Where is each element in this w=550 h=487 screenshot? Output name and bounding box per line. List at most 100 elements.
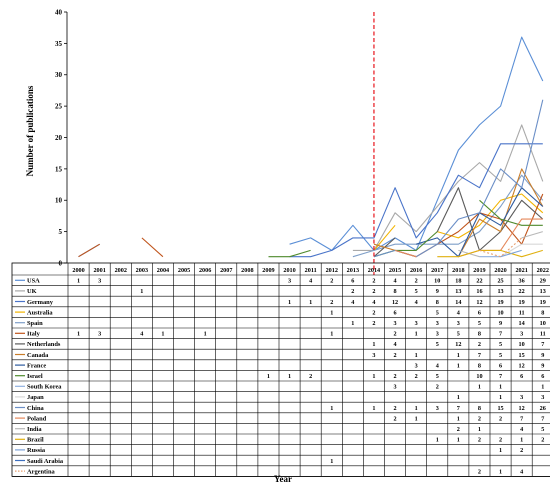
data-label: 2	[394, 373, 397, 380]
y-tick-label: 35	[55, 40, 63, 48]
data-label: 4	[415, 299, 418, 306]
legend-entry: Australia	[27, 309, 53, 316]
legend-entry: Netherlands	[27, 341, 61, 348]
legend-entry: Saudi Arabia	[27, 458, 64, 465]
x-tick-label: 2005	[178, 267, 190, 274]
data-label: 12	[476, 299, 482, 306]
y-tick-label: 20	[55, 134, 63, 142]
data-label: 5	[478, 320, 481, 327]
data-label: 2	[330, 299, 333, 306]
data-label: 13	[497, 288, 503, 295]
data-label: 2	[394, 415, 397, 422]
data-label: 5	[436, 341, 439, 348]
data-label: 1	[415, 405, 418, 412]
data-label: 13	[455, 288, 461, 295]
data-label: 4	[372, 299, 375, 306]
data-label: 22	[476, 278, 482, 285]
data-label: 3	[98, 331, 101, 338]
data-label: 2	[499, 437, 502, 444]
data-label: 7	[457, 405, 460, 412]
data-label: 16	[476, 288, 482, 295]
data-label: 11	[519, 309, 525, 316]
data-label: 1	[478, 384, 481, 391]
legend-entry: Brazil	[27, 437, 44, 444]
data-label: 1	[204, 331, 207, 338]
data-label: 1	[499, 394, 502, 401]
data-label: 9	[541, 362, 544, 369]
data-label: 3	[457, 320, 460, 327]
x-tick-label: 2014	[368, 267, 380, 274]
legend-entry: Italy	[27, 331, 41, 338]
data-label: 3	[520, 331, 523, 338]
series-line	[289, 143, 543, 258]
data-label: 8	[478, 362, 481, 369]
data-label: 2	[330, 278, 333, 285]
y-tick-label: 30	[55, 71, 63, 79]
data-label: 7	[541, 341, 544, 348]
legend-entry: South Korea	[27, 384, 62, 391]
data-label: 6	[351, 278, 354, 285]
data-label: 2	[541, 437, 544, 444]
data-label: 1	[499, 384, 502, 391]
data-label: 25	[497, 278, 503, 285]
data-label: 2	[436, 384, 439, 391]
data-label: 6	[478, 309, 481, 316]
data-label: 36	[519, 278, 525, 285]
series-line	[78, 243, 100, 258]
data-label: 4	[140, 331, 143, 338]
legend-entry: USA	[27, 278, 40, 285]
data-label: 2	[309, 373, 312, 380]
data-label: 1	[415, 415, 418, 422]
data-label: 1	[457, 437, 460, 444]
x-tick-label: 2016	[410, 267, 422, 274]
data-label: 5	[499, 341, 502, 348]
data-label: 8	[541, 309, 544, 316]
series-line	[394, 249, 417, 258]
y-tick-label: 40	[55, 8, 63, 16]
data-label: 13	[540, 288, 546, 295]
legend-entry: China	[27, 405, 44, 412]
x-tick-label: 2002	[115, 267, 127, 274]
data-label: 9	[541, 352, 544, 359]
series-line	[521, 231, 543, 239]
data-label: 2	[415, 278, 418, 285]
y-tick-label: 15	[55, 165, 63, 173]
data-label: 2	[520, 447, 523, 454]
x-tick-label: 2011	[305, 267, 317, 274]
data-label: 1	[436, 437, 439, 444]
data-label: 1	[499, 468, 502, 475]
x-tick-label: 2015	[389, 267, 401, 274]
x-tick-label: 2007	[220, 267, 232, 274]
data-table: 2000 2001 2002 2003 2004 2005 2006 2007 2008 2009…	[11, 262, 550, 477]
data-label: 10	[519, 341, 525, 348]
data-label: 9	[436, 288, 439, 295]
data-label: 3	[372, 352, 375, 359]
data-label: 12	[392, 299, 398, 306]
x-tick-label: 2017	[431, 267, 443, 274]
data-label: 1	[372, 373, 375, 380]
data-label: 10	[476, 373, 482, 380]
data-label: 5	[541, 426, 544, 433]
legend-entry: UK	[27, 288, 37, 295]
data-label: 1	[330, 458, 333, 465]
data-label: 1	[330, 309, 333, 316]
data-label: 1	[161, 331, 164, 338]
data-label: 29	[540, 278, 546, 285]
data-label: 3	[394, 320, 397, 327]
data-label: 3	[288, 278, 291, 285]
data-label: 1	[372, 405, 375, 412]
data-label: 22	[519, 288, 525, 295]
series-line	[479, 199, 543, 226]
data-label: 3	[415, 320, 418, 327]
series-line	[268, 249, 311, 258]
data-label: 2	[478, 437, 481, 444]
data-label: 10	[434, 278, 440, 285]
data-label: 1	[415, 331, 418, 338]
x-tick-label: 2020	[494, 267, 506, 274]
data-label: 1	[499, 447, 502, 454]
data-label: 7	[520, 415, 523, 422]
data-label: 4	[394, 278, 397, 285]
x-tick-label: 2009	[262, 267, 274, 274]
y-tick-label: 10	[55, 197, 63, 205]
data-label: 2	[478, 341, 481, 348]
